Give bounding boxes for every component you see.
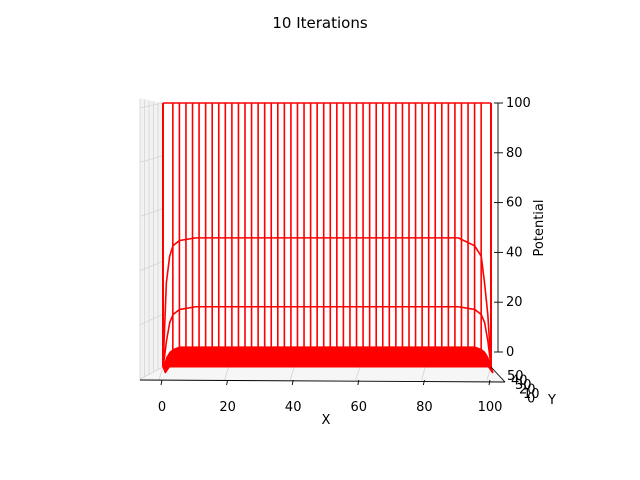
x-tick-label: 20 [219, 400, 236, 415]
y-tick-label: 10 [523, 387, 540, 402]
x-axis-line [139, 379, 506, 383]
y-axis-line [490, 366, 506, 383]
y-tick-label: 20 [519, 383, 536, 398]
x-tick-label: 0 [158, 400, 166, 415]
x-axis-label: X [322, 413, 331, 428]
x-tick-label: 80 [416, 400, 433, 415]
x-grid-line [158, 366, 164, 381]
x-tick [226, 379, 229, 386]
z-tick-label: 40 [506, 245, 523, 260]
y-tick-label: 30 [515, 378, 532, 393]
z-grid-line [139, 313, 164, 326]
y-tick-label: 40 [511, 374, 528, 389]
axes-panes [140, 98, 505, 382]
chart-title: 10 Iterations [272, 14, 368, 32]
y-tick-label: 0 [527, 392, 535, 407]
x-grid-line [421, 366, 426, 381]
x-tick-label: 100 [478, 400, 503, 415]
x-tick [291, 379, 294, 386]
x-grid-line [289, 366, 295, 381]
z-grid-line [139, 102, 164, 109]
x-tick-label: 60 [351, 400, 368, 415]
axis-labels: X Y Potential [322, 200, 556, 428]
x-grid-line [224, 366, 229, 381]
x-tick-label: 40 [285, 400, 302, 415]
z-tick-label: 80 [506, 146, 523, 161]
potential-surface [162, 102, 494, 374]
y-axis-label: Y [547, 393, 556, 408]
z-tick-label: 20 [506, 295, 523, 310]
z-grid-line [139, 261, 164, 271]
x-tick [422, 379, 425, 386]
surface-row-line [162, 237, 492, 368]
y-tick-label: 50 [507, 369, 524, 384]
x-tick [488, 379, 491, 386]
z-grid-line [139, 208, 164, 217]
x-tick [160, 379, 163, 386]
x-grid-line [355, 366, 361, 381]
z-grid-line [139, 155, 164, 163]
z-tick-label: 100 [506, 96, 531, 111]
grid-lines [139, 99, 492, 381]
surface-row-line [162, 305, 492, 368]
z-tick-label: 0 [506, 345, 514, 360]
x-tick [357, 379, 360, 386]
z-tick-label: 60 [506, 196, 523, 211]
z-axis-label: Potential [532, 200, 547, 257]
left-pane [140, 98, 163, 380]
floor-pane [140, 367, 505, 382]
z-grid-line [139, 366, 164, 380]
